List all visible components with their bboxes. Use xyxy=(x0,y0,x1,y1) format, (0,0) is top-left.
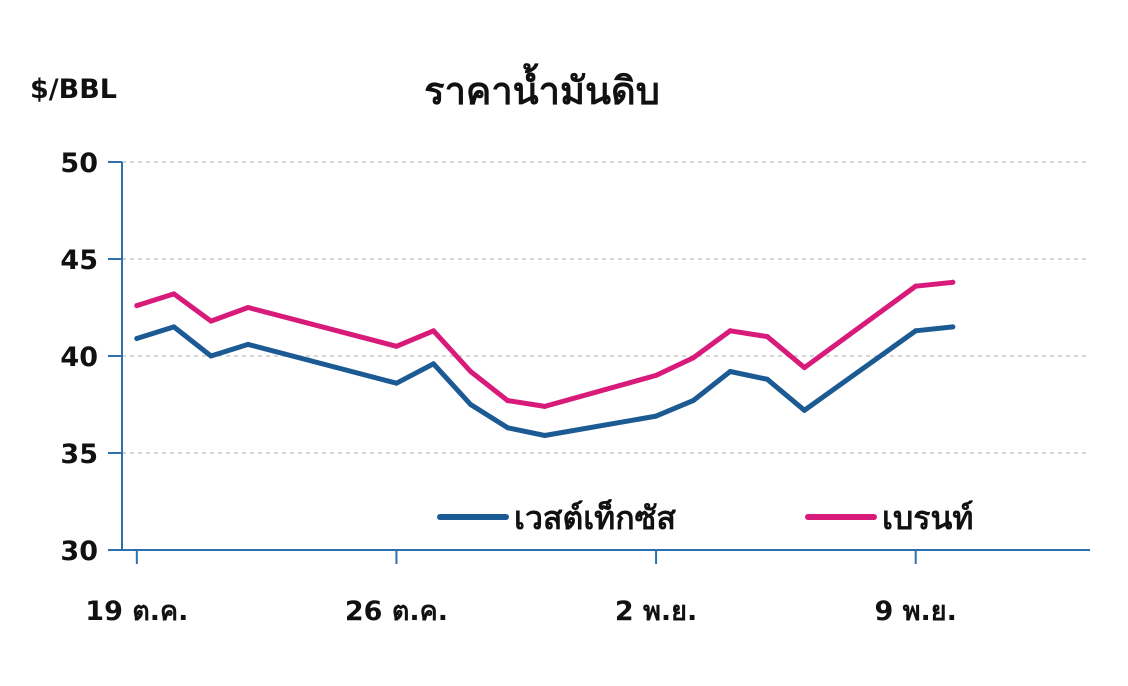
y-tick-label: 50 xyxy=(60,148,98,179)
series-line-1 xyxy=(134,279,956,409)
y-tick-label: 35 xyxy=(60,439,98,470)
data-point xyxy=(690,398,696,404)
legend-label-0: เวสต์เท็กซัส xyxy=(514,498,676,537)
data-point xyxy=(764,334,770,340)
grid-lines xyxy=(122,161,1090,454)
y-tick-label: 40 xyxy=(60,342,98,373)
data-point xyxy=(431,361,437,367)
data-point xyxy=(801,407,807,413)
data-point xyxy=(913,283,919,289)
data-point xyxy=(505,425,511,431)
x-tick-label: 2 พ.ย. xyxy=(615,596,697,627)
data-point xyxy=(505,398,511,404)
chart-title: ราคาน้ำมันดิบ xyxy=(424,63,660,113)
data-point xyxy=(208,318,214,324)
data-point xyxy=(393,380,399,386)
data-point xyxy=(727,369,733,375)
data-point xyxy=(764,376,770,382)
data-point xyxy=(431,328,437,334)
data-point xyxy=(468,369,474,375)
series-line-0 xyxy=(134,324,956,438)
data-point xyxy=(801,365,807,371)
axes xyxy=(108,161,1090,564)
x-tick-label: 26 ต.ค. xyxy=(345,596,448,627)
x-tick-label: 9 พ.ย. xyxy=(875,596,957,627)
data-point xyxy=(468,402,474,407)
legend-label-1: เบรนท์ xyxy=(882,499,973,537)
data-point xyxy=(245,341,251,347)
data-point xyxy=(653,372,659,378)
y-tick-label: 45 xyxy=(60,245,98,276)
data-point xyxy=(913,328,919,334)
data-point xyxy=(653,413,659,419)
data-point xyxy=(171,291,177,297)
data-point xyxy=(134,336,140,342)
legend: เวสต์เท็กซัส เบรนท์ xyxy=(437,498,973,537)
data-point xyxy=(727,328,733,334)
data-point xyxy=(134,303,140,309)
data-point xyxy=(950,324,956,330)
y-axis-unit-label: $/BBL xyxy=(30,74,117,105)
x-tick-labels: 19 ต.ค. 26 ต.ค. 2 พ.ย. 9 พ.ย. xyxy=(85,596,957,627)
series-lines xyxy=(134,279,956,439)
data-point xyxy=(542,403,548,409)
data-point xyxy=(690,355,696,361)
x-tick-label: 19 ต.ค. xyxy=(85,596,188,627)
y-tick-labels: 30 35 40 45 50 xyxy=(60,148,98,567)
data-point xyxy=(393,343,399,349)
y-tick-label: 30 xyxy=(60,536,98,567)
data-point xyxy=(208,353,214,359)
data-point xyxy=(950,279,956,285)
data-point xyxy=(542,433,548,439)
data-point xyxy=(245,305,251,310)
data-point xyxy=(171,324,177,330)
